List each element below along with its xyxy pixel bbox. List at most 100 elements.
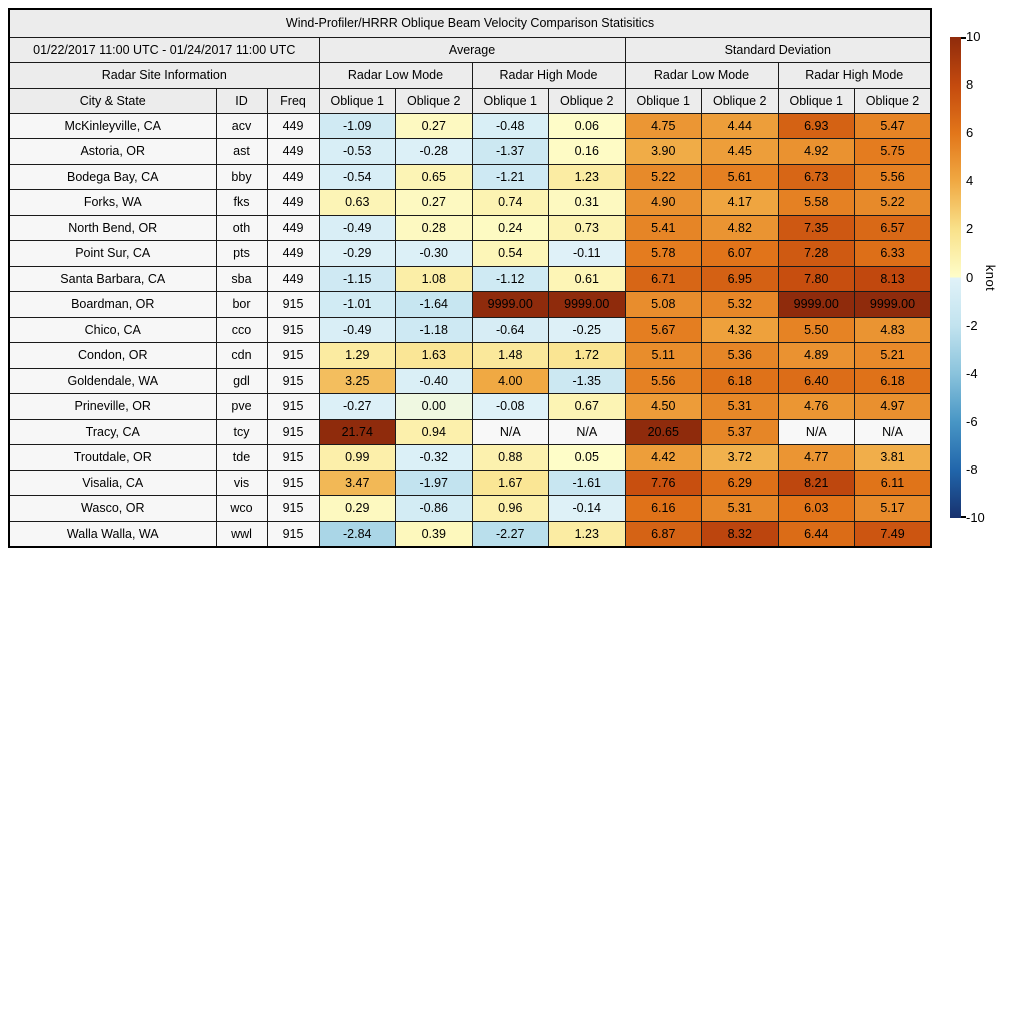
value-cell: 0.88 (471, 444, 549, 471)
mode-header-row: Radar Site Information Radar Low Mode Ra… (8, 61, 932, 89)
site-id-cell: fks (215, 189, 268, 216)
city-cell: Astoria, OR (8, 138, 217, 165)
colorbar-tick-label: -10 (966, 510, 985, 525)
city-cell: Tracy, CA (8, 418, 217, 445)
value-cell: 7.76 (624, 469, 702, 496)
value-cell: 0.16 (548, 138, 626, 165)
value-cell: 4.89 (777, 342, 855, 369)
value-cell: 9999.00 (854, 291, 932, 318)
freq-cell: 915 (266, 520, 320, 547)
value-cell: -1.61 (548, 469, 626, 496)
table-row: Goldendale, WA gdl 915 3.25 -0.40 4.00 -1.35 5.… (8, 367, 932, 394)
value-cell: -1.18 (395, 316, 473, 343)
colorbar-gradient (950, 37, 961, 518)
value-cell: 3.25 (318, 367, 396, 394)
std-dev-group-header: Standard Deviation (624, 36, 932, 63)
site-id-cell: pts (215, 240, 268, 267)
value-cell: 5.36 (701, 342, 779, 369)
city-cell: Walla Walla, WA (8, 520, 217, 547)
value-cell: 7.49 (854, 520, 932, 547)
value-cell: 0.39 (395, 520, 473, 547)
value-cell: 9999.00 (777, 291, 855, 318)
value-cell: 1.67 (471, 469, 549, 496)
freq-cell: 915 (266, 495, 320, 522)
value-cell: 5.11 (624, 342, 702, 369)
value-cell: 0.65 (395, 163, 473, 190)
value-cell: 6.18 (854, 367, 932, 394)
value-cell: 5.56 (624, 367, 702, 394)
city-cell: Point Sur, CA (8, 240, 217, 267)
value-cell: 5.47 (854, 112, 932, 139)
value-cell: 6.33 (854, 240, 932, 267)
city-cell: North Bend, OR (8, 214, 217, 241)
value-cell: -1.97 (395, 469, 473, 496)
value-cell: -0.64 (471, 316, 549, 343)
value-cell: N/A (854, 418, 932, 445)
value-cell: 1.63 (395, 342, 473, 369)
period-label: 01/22/2017 11:00 UTC - 01/24/2017 11:00 … (8, 36, 320, 63)
std-high-mode-header: Radar High Mode (777, 61, 932, 89)
colorbar-tick-label: -8 (966, 461, 978, 477)
chart-title: Wind-Profiler/HRRR Oblique Beam Velocity… (8, 8, 932, 38)
value-cell: 0.00 (395, 393, 473, 420)
value-cell: 5.31 (701, 495, 779, 522)
value-cell: 6.16 (624, 495, 702, 522)
value-cell: -0.08 (471, 393, 549, 420)
site-id-cell: tde (215, 444, 268, 471)
value-cell: 9999.00 (548, 291, 626, 318)
value-cell: 0.31 (548, 189, 626, 216)
avg-low-mode-header: Radar Low Mode (318, 61, 473, 89)
value-cell: 6.40 (777, 367, 855, 394)
value-cell: -1.37 (471, 138, 549, 165)
table-row: Walla Walla, WA wwl 915 -2.84 0.39 -2.27 1.23 6… (8, 520, 932, 547)
value-cell: 4.82 (701, 214, 779, 241)
site-info-header: Radar Site Information (8, 61, 320, 89)
site-id-cell: vis (215, 469, 268, 496)
city-cell: Santa Barbara, CA (8, 265, 217, 292)
table-row: Forks, WA fks 449 0.63 0.27 0.74 0.31 4.90 4.17 5… (8, 189, 932, 216)
value-cell: 5.17 (854, 495, 932, 522)
value-cell: -0.27 (318, 393, 396, 420)
value-cell: 7.28 (777, 240, 855, 267)
freq-cell: 449 (266, 265, 320, 292)
city-cell: Troutdale, OR (8, 444, 217, 471)
freq-cell: 915 (266, 316, 320, 343)
site-id-cell: cco (215, 316, 268, 343)
colorbar-tick-label: -2 (966, 317, 978, 333)
value-cell: 6.95 (701, 265, 779, 292)
table-row: McKinleyville, CA acv 449 -1.09 0.27 -0.48 0.0… (8, 112, 932, 139)
city-cell: Prineville, OR (8, 393, 217, 420)
value-cell: 21.74 (318, 418, 396, 445)
city-cell: Chico, CA (8, 316, 217, 343)
value-cell: 6.07 (701, 240, 779, 267)
city-cell: Boardman, OR (8, 291, 217, 318)
value-cell: 5.21 (854, 342, 932, 369)
city-cell: Forks, WA (8, 189, 217, 216)
value-cell: 4.50 (624, 393, 702, 420)
value-cell: 5.31 (701, 393, 779, 420)
value-cell: 20.65 (624, 418, 702, 445)
site-id-cell: wwl (215, 520, 268, 547)
value-cell: 4.90 (624, 189, 702, 216)
value-cell: 5.22 (854, 189, 932, 216)
value-cell: 8.32 (701, 520, 779, 547)
value-cell: 4.32 (701, 316, 779, 343)
table-row: Wasco, OR wco 915 0.29 -0.86 0.96 -0.14 6.16 5.3… (8, 495, 932, 522)
freq-column-header: Freq (266, 87, 320, 114)
freq-cell: 915 (266, 367, 320, 394)
freq-cell: 449 (266, 112, 320, 139)
site-id-cell: tcy (215, 418, 268, 445)
title-row: Wind-Profiler/HRRR Oblique Beam Velocity… (8, 8, 932, 38)
city-cell: McKinleyville, CA (8, 112, 217, 139)
value-cell: 0.24 (471, 214, 549, 241)
value-cell: 6.71 (624, 265, 702, 292)
value-cell: 4.83 (854, 316, 932, 343)
colorbar-tick-label: 6 (966, 125, 974, 141)
colorbar-tick-label: 10 (966, 29, 981, 44)
value-cell: -1.64 (395, 291, 473, 318)
table-row: Boardman, OR bor 915 -1.01 -1.64 9999.00 9999.… (8, 291, 932, 318)
oblique2-column-header: Oblique 2 (854, 87, 932, 114)
value-cell: -0.40 (395, 367, 473, 394)
value-cell: 0.27 (395, 112, 473, 139)
value-cell: 4.17 (701, 189, 779, 216)
